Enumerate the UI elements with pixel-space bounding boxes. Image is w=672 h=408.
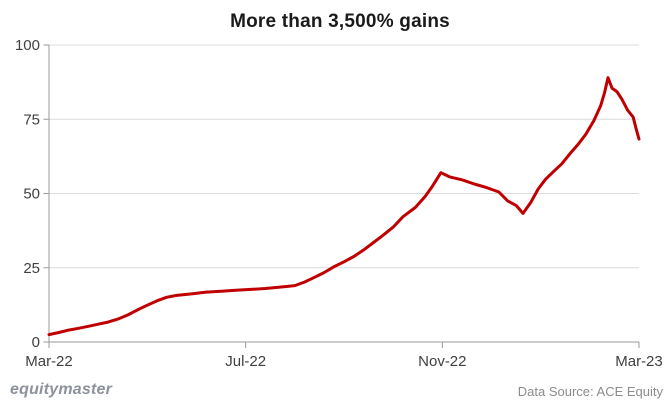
x-tick-label: Mar-22 (25, 353, 73, 370)
data-source-label: Data Source: ACE Equity (517, 384, 663, 399)
y-tick-label: 100 (15, 37, 40, 54)
equitymaster-logo: equitymaster (10, 381, 112, 398)
y-tick-label: 25 (23, 260, 40, 277)
axes (43, 44, 640, 348)
y-tick-label: 75 (23, 111, 40, 128)
x-tick-label: Mar-23 (615, 353, 663, 370)
chart-title: More than 3,500% gains (230, 11, 450, 32)
x-tick-label: Jul-22 (225, 353, 266, 370)
tick-labels: 0 25 50 75 100 Mar-22 Jul-22 Nov-22 Mar-23 (15, 37, 663, 370)
x-tick-label: Nov-22 (418, 353, 466, 370)
gridlines (49, 44, 639, 269)
series-line (47, 76, 641, 337)
y-tick-label: 0 (32, 334, 40, 351)
y-tick-label: 50 (23, 186, 40, 203)
